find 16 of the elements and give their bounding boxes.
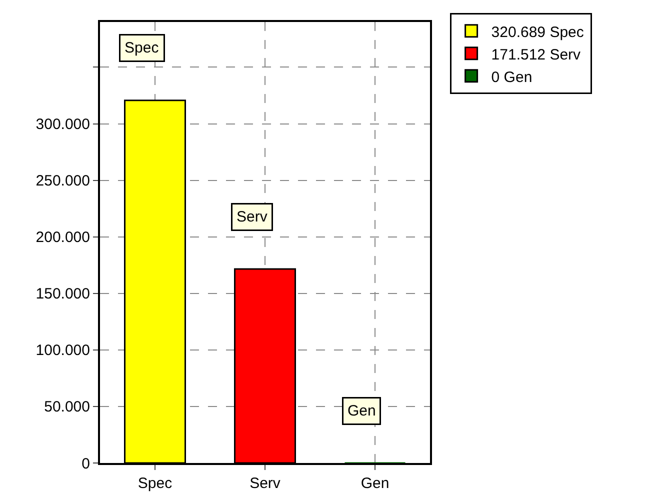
- y-tick-label: 300.000: [36, 116, 90, 134]
- x-tick-label: Serv: [250, 475, 281, 492]
- y-tick-label: 200.000: [36, 229, 90, 246]
- y-tick-label: 100.000: [36, 342, 90, 360]
- y-tick-label: 250.000: [36, 172, 90, 190]
- legend-label: 171.512 Serv: [491, 46, 582, 64]
- x-tick-label: Gen: [360, 475, 390, 492]
- annotation: Serv: [236, 208, 268, 226]
- x-tick-label: Spec: [138, 475, 173, 492]
- y-tick-label: 150.000: [36, 286, 90, 303]
- annotation: Gen: [348, 402, 376, 420]
- annotation: Spec: [124, 40, 160, 56]
- legend-label: 320.689 Spec: [491, 24, 584, 41]
- y-tick-label: 50.000: [44, 398, 90, 416]
- legend-label: 0 Gen: [491, 68, 532, 86]
- y-tick-label: 0: [82, 455, 90, 472]
